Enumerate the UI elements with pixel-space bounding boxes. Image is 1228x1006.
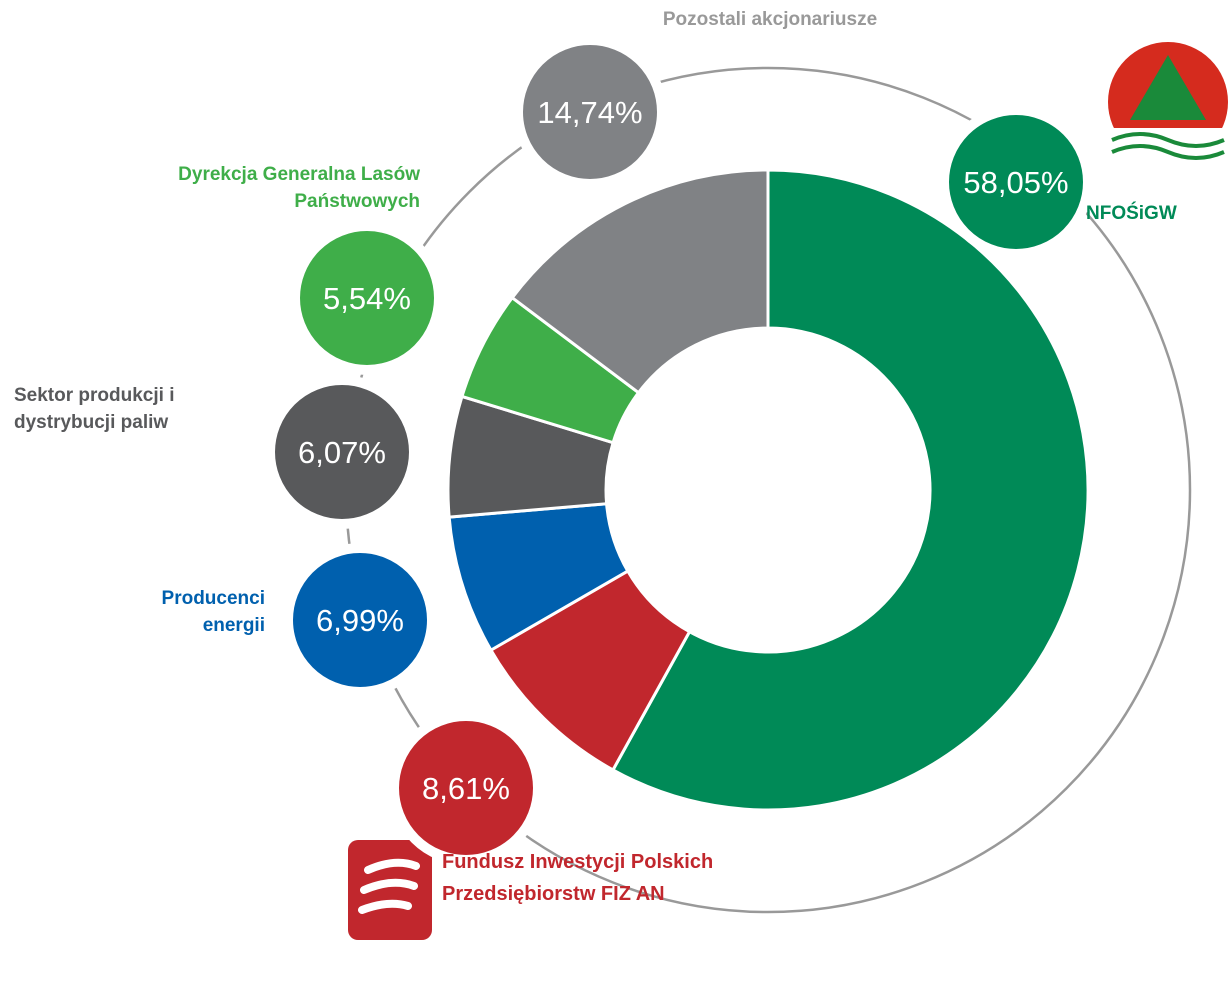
category-label: NFOŚiGW — [1086, 203, 1177, 224]
value-label: 8,61% — [422, 771, 510, 806]
category-label: Pozostali akcjonariusze — [662, 9, 878, 30]
nfosigw-logo — [1108, 42, 1228, 168]
bubble — [283, 543, 437, 697]
value-label: 6,07% — [298, 435, 386, 470]
bubble — [389, 711, 543, 865]
bubble — [939, 105, 1093, 259]
bubble — [513, 35, 667, 189]
value-label: 58,05% — [963, 165, 1068, 200]
fiz-logo — [348, 840, 432, 940]
value-label: 5,54% — [323, 281, 411, 316]
category-label: Fundusz Inwestycji Polskich Przedsiębior… — [442, 851, 714, 905]
category-label: Dyrekcja Generalna Lasów Państwowych — [178, 164, 420, 212]
bubble — [265, 375, 419, 529]
category-label: Producenci energii — [161, 588, 265, 636]
category-label: Sektor produkcji i dystrybucji paliw — [14, 385, 175, 433]
slice — [510, 168, 770, 395]
value-label: 14,74% — [537, 95, 642, 130]
slice — [610, 168, 1090, 812]
bubble — [290, 221, 444, 375]
value-label: 6,99% — [316, 603, 404, 638]
